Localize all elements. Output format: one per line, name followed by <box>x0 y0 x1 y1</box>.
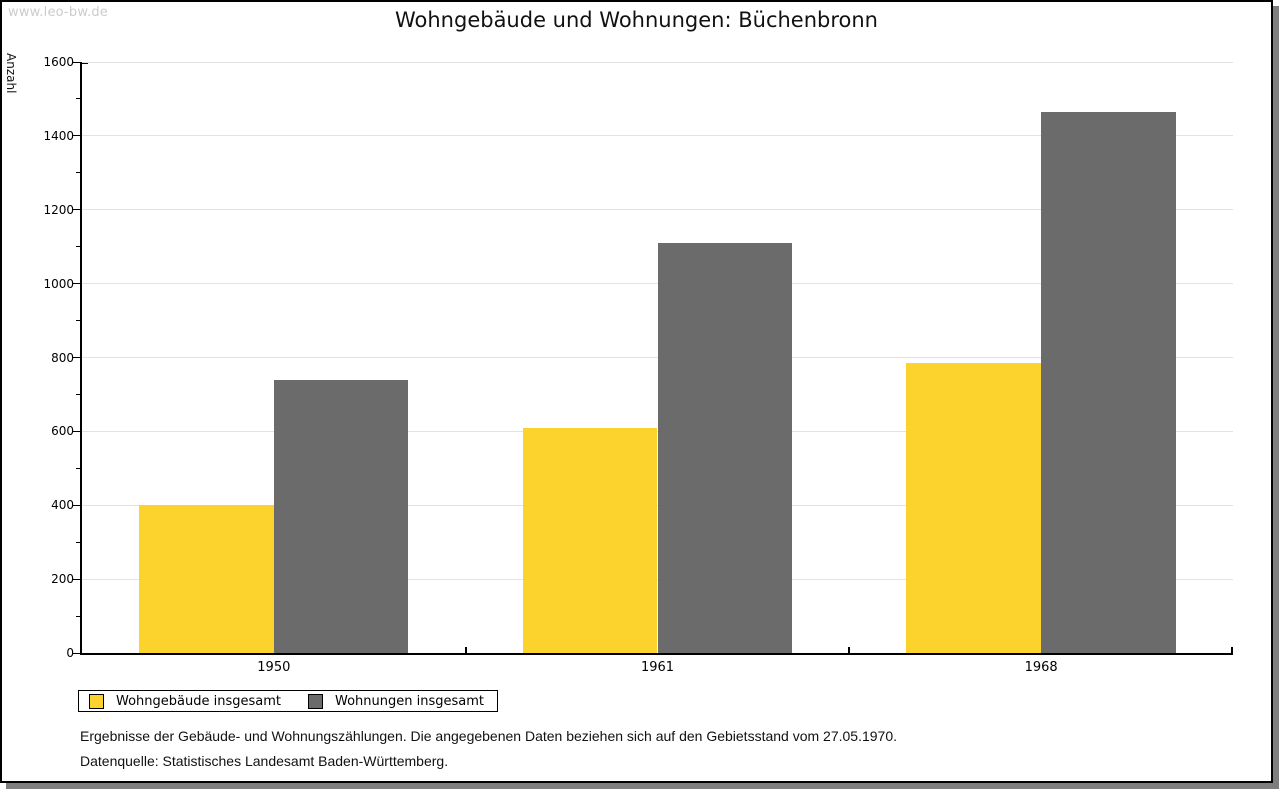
legend-entry: Wohnungen insgesamt <box>308 693 484 709</box>
bar-1968-wohngebaeude <box>906 363 1042 653</box>
y-tick <box>76 98 80 100</box>
y-gridline <box>82 135 1233 137</box>
y-tick <box>73 209 80 211</box>
y-tick-label: 600 <box>51 424 74 439</box>
y-tick <box>76 246 80 248</box>
watermark: www.leo-bw.de <box>8 5 109 20</box>
x-axis-end-cap <box>1231 647 1233 653</box>
y-tick <box>76 615 80 617</box>
y-tick <box>76 393 80 395</box>
y-tick <box>73 504 80 506</box>
y-tick <box>73 61 80 63</box>
y-tick-label: 200 <box>51 572 74 587</box>
legend-swatch <box>308 693 323 709</box>
legend-label: Wohngebäude insgesamt <box>116 693 281 709</box>
y-tick <box>76 541 80 543</box>
x-tick-label: 1950 <box>257 660 291 675</box>
y-tick-label: 400 <box>51 498 74 513</box>
y-tick <box>73 578 80 580</box>
y-tick <box>76 320 80 322</box>
y-tick-label: 0 <box>66 646 74 660</box>
y-tick <box>76 172 80 174</box>
footnote-line1: Ergebnisse der Gebäude- und Wohnungszähl… <box>80 728 897 744</box>
y-axis-title: Anzahl <box>4 53 18 94</box>
x-tick-label: 1968 <box>1024 660 1058 675</box>
y-gridline <box>82 209 1233 211</box>
chart-title: Wohngebäude und Wohnungen: Büchenbronn <box>394 8 878 32</box>
bar-1961-wohnungen <box>657 242 793 653</box>
y-tick-label: 1000 <box>43 276 74 291</box>
y-tick-label: 1400 <box>43 128 74 143</box>
y-axis-end-cap <box>82 62 88 64</box>
x-tick <box>464 647 467 653</box>
bar-1950-wohnungen <box>273 380 409 653</box>
y-gridline <box>82 61 1233 63</box>
legend-swatch <box>89 693 104 709</box>
bar-1950-wohngebaeude <box>139 505 274 653</box>
x-tick-label: 1961 <box>640 660 675 675</box>
y-tick <box>73 357 80 358</box>
legend-label: Wohnungen insgesamt <box>335 693 484 709</box>
bar-1961-wohngebaeude <box>522 427 658 653</box>
y-tick <box>73 135 80 137</box>
y-tick-label: 1200 <box>43 202 74 217</box>
legend: Wohngebäude insgesamt Wohnungen insgesam… <box>78 690 498 712</box>
x-tick <box>848 647 851 653</box>
y-tick <box>73 283 80 285</box>
y-tick-label: 1600 <box>43 55 74 69</box>
legend-entry: Wohngebäude insgesamt <box>89 693 281 709</box>
plot-area: 0 200 400 600 800 1000 1200 1400 1600 1950 1961 196… <box>43 55 1233 675</box>
bar-1968-wohnungen <box>1041 112 1176 653</box>
y-tick <box>73 652 80 654</box>
y-tick <box>76 467 80 469</box>
y-tick-label: 800 <box>51 350 74 365</box>
y-tick <box>73 430 80 432</box>
footnote-line2: Datenquelle: Statistisches Landesamt Bad… <box>80 753 449 769</box>
